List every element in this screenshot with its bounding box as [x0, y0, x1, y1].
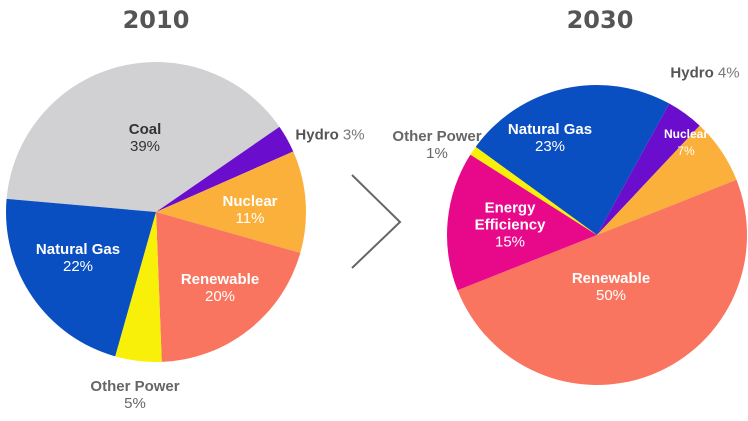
- pie-slice: [5, 198, 156, 357]
- slice-name: Natural Gas: [35, 241, 121, 258]
- slice-name: Natural Gas: [507, 121, 593, 138]
- slice-label: Energy Efficiency 15%: [460, 200, 560, 251]
- arrow: [351, 174, 402, 269]
- slice-label: Nuclear 7%: [636, 126, 736, 160]
- slice-name: Renewable: [180, 271, 260, 288]
- pie-slice: [470, 146, 597, 235]
- pie-slice: [115, 212, 162, 362]
- pie-slice: [597, 125, 737, 235]
- pie-slice: [156, 151, 307, 253]
- slice-name: Hydro: [295, 126, 339, 144]
- slice-label: Renewable 50%: [561, 270, 661, 304]
- slice-label: Natural Gas 22%: [28, 241, 128, 275]
- slice-label: Nuclear 11%: [200, 193, 300, 227]
- slice-percent: 1%: [426, 145, 448, 162]
- pie-slice: [156, 212, 301, 362]
- slice-percent: 5%: [124, 395, 146, 412]
- slice-percent: 11%: [235, 210, 265, 227]
- slice-percent: 3%: [342, 126, 365, 144]
- slice-percent: 50%: [595, 287, 627, 304]
- slice-label: Other Power 5%: [85, 378, 185, 412]
- pie-slice: [156, 126, 294, 212]
- pie-slice: [457, 179, 747, 386]
- slice-name: Energy Efficiency: [474, 199, 546, 234]
- slice-percent: 7%: [677, 144, 695, 158]
- chart-title: 2030: [566, 6, 634, 34]
- pie-slice: [447, 154, 597, 291]
- slice-name: Hydro: [670, 64, 714, 82]
- slice-percent: 39%: [129, 138, 161, 155]
- slice-percent: 15%: [494, 233, 526, 251]
- slice-label: Other Power 1%: [387, 128, 487, 162]
- slice-percent: 22%: [62, 258, 94, 275]
- slice-name: Coal: [128, 121, 162, 138]
- slice-percent: 4%: [717, 64, 740, 82]
- slice-name: Nuclear: [222, 193, 278, 210]
- slice-name: Other Power: [90, 378, 180, 395]
- slice-name: Renewable: [571, 270, 651, 287]
- slice-percent: 20%: [204, 288, 236, 305]
- pie-slice: [475, 84, 670, 235]
- slice-label: Hydro 3%: [295, 127, 364, 144]
- slice-percent: 23%: [534, 138, 566, 155]
- slice-label: Hydro 4%: [670, 65, 739, 82]
- slice-name: Nuclear: [663, 127, 709, 141]
- slice-name: Other Power: [392, 128, 482, 145]
- slice-label: Natural Gas 23%: [500, 121, 600, 155]
- pie-slice: [597, 103, 700, 235]
- pie-slice: [6, 61, 280, 213]
- slice-label: Coal 39%: [95, 121, 195, 155]
- chart-title: 2010: [122, 6, 190, 34]
- slice-label: Renewable 20%: [170, 271, 270, 305]
